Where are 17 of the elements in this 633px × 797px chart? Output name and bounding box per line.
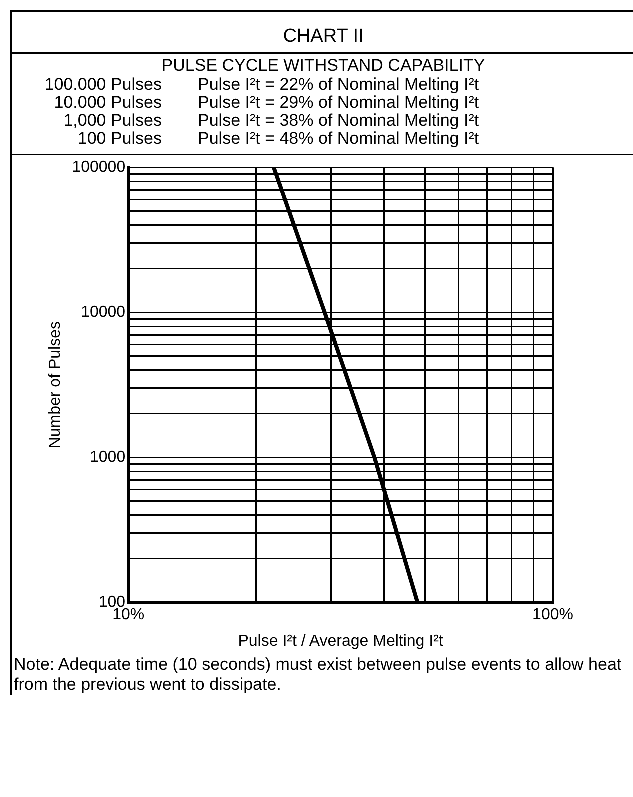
x-axis-title: Pulse I²t / Average Melting I²t [238, 632, 444, 650]
text: 10.000 Pulses [53, 93, 162, 112]
text: 100.000 Pulses [44, 75, 162, 94]
text: Pulse I²t = 48% of Nominal Melting I²t [198, 129, 480, 148]
y-tick-label: 10000 [81, 304, 126, 322]
y-axis-title: Number of Pulses [47, 322, 64, 449]
text: Pulse I²t = 22% of Nominal Melting I²t [198, 75, 480, 94]
text: Pulse I²t = 29% of Nominal Melting I²t [198, 93, 480, 112]
y-tick-label: 1000 [90, 449, 126, 466]
text: 100 Pulses [76, 129, 162, 148]
text: Note: Adequate time (10 seconds) must exist between pulse events to allow heat from the previous went to dissipate. [13, 655, 623, 695]
text: Pulse I²t = 38% of Nominal Melting I²t [198, 111, 480, 130]
chart-subtitle: PULSE CYCLE WITHSTAND CAPABILITY [160, 55, 486, 76]
x-tick-label: 100% [532, 606, 574, 624]
y-tick-label: 100000 [72, 159, 126, 176]
text: 1,000 Pulses [62, 111, 162, 130]
chart-title: CHART II [12, 12, 633, 54]
